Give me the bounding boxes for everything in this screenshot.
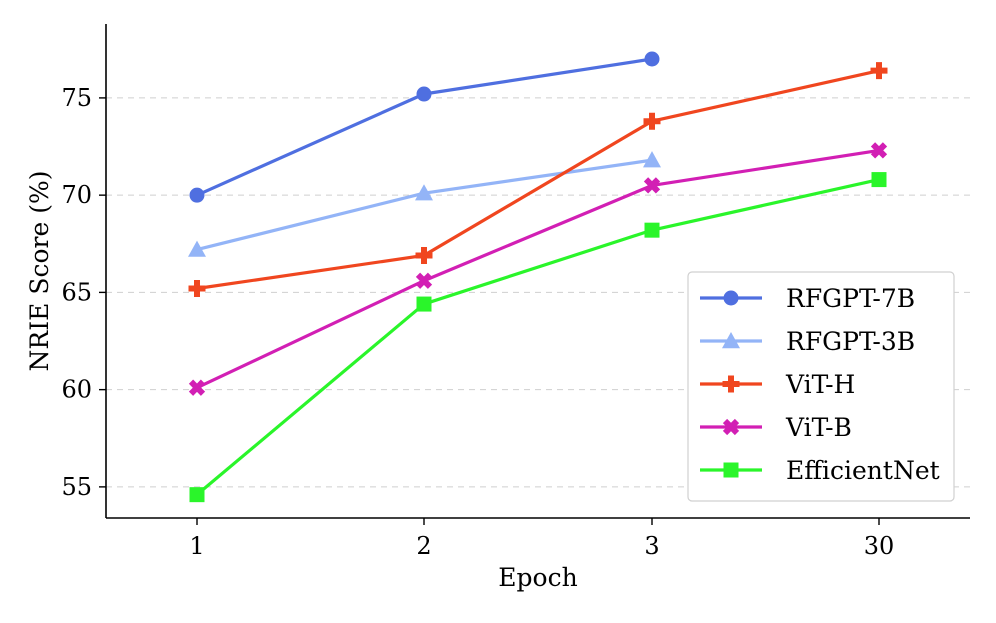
legend-swatch-marker <box>722 332 740 349</box>
data-point <box>643 177 661 194</box>
series-efficientnet <box>189 172 887 503</box>
data-point <box>416 86 432 102</box>
series-line <box>195 177 881 497</box>
legend-box <box>687 271 955 502</box>
data-point <box>415 184 433 201</box>
data-point <box>188 379 206 396</box>
x-tick-label: 30 <box>864 532 895 560</box>
y-tick-label: 60 <box>61 376 92 404</box>
data-point <box>189 487 205 503</box>
y-ticks: 55 60 65 70 75 <box>61 84 106 501</box>
legend-items: RFGPT-7B RFGPT-3B ViT-H ViT-B EfficientNet <box>700 284 940 485</box>
y-tick-label: 75 <box>61 84 92 112</box>
legend-label: ViT-B <box>785 413 852 442</box>
series-line <box>195 158 654 252</box>
x-tick-label: 3 <box>644 532 659 560</box>
series <box>188 51 888 503</box>
y-tick-label: 65 <box>61 278 92 306</box>
x-ticks: 1 2 3 30 <box>189 518 894 560</box>
series-rfgpt-7b <box>189 51 660 203</box>
axes <box>105 24 970 519</box>
data-point <box>415 272 433 289</box>
y-axis-label: NRIE Score (%) <box>25 171 54 372</box>
legend-item: ViT-H <box>700 370 855 399</box>
legend: RFGPT-7B RFGPT-3B ViT-H ViT-B EfficientNet <box>687 271 955 502</box>
data-point <box>870 142 888 159</box>
data-point <box>415 246 433 264</box>
legend-item: EfficientNet <box>700 456 940 485</box>
legend-swatch-marker <box>723 290 739 306</box>
legend-item: RFGPT-3B <box>700 327 915 356</box>
data-point <box>644 51 660 67</box>
legend-label: EfficientNet <box>786 456 940 485</box>
data-point <box>189 187 205 203</box>
series-line <box>195 69 881 291</box>
y-tick-label: 55 <box>61 473 92 501</box>
data-point <box>644 222 660 238</box>
data-point <box>643 151 661 168</box>
y-tick-label: 70 <box>61 181 92 209</box>
data-point <box>643 112 661 130</box>
legend-label: RFGPT-7B <box>786 284 915 313</box>
data-point <box>416 296 432 312</box>
legend-label: RFGPT-3B <box>786 327 915 356</box>
series-line <box>195 57 654 197</box>
series-rfgpt-3b <box>188 151 661 257</box>
series-line <box>195 148 881 390</box>
data-point <box>871 172 887 188</box>
legend-label: ViT-H <box>785 370 855 399</box>
x-tick-label: 1 <box>189 532 204 560</box>
series-vit-b <box>188 142 888 396</box>
x-axis-label: Epoch <box>498 563 577 592</box>
legend-swatch-marker <box>723 462 739 478</box>
legend-item: ViT-B <box>700 413 852 442</box>
data-point <box>870 62 888 80</box>
series-vit-h <box>188 62 888 298</box>
x-tick-label: 2 <box>416 532 431 560</box>
legend-swatch-marker <box>722 375 740 393</box>
data-point <box>188 240 206 257</box>
data-point <box>188 280 206 298</box>
legend-item: RFGPT-7B <box>700 284 915 313</box>
legend-swatch-marker <box>722 418 740 436</box>
